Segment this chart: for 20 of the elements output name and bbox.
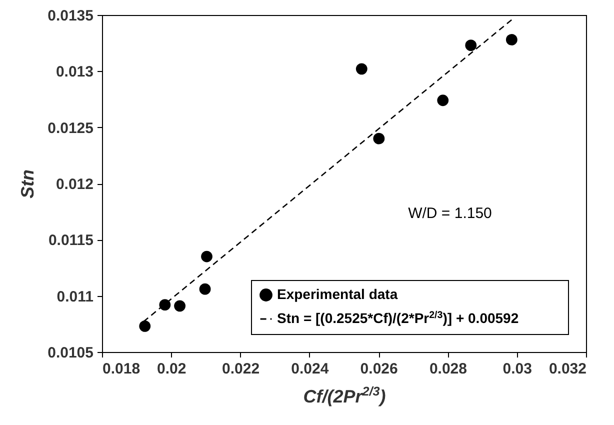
y-tick-label: 0.0105 <box>48 344 94 362</box>
x-tick-label: 0.03 <box>502 360 532 378</box>
y-axis-title: Stn <box>18 170 38 198</box>
x-tick-label: 0.026 <box>360 360 398 378</box>
x-tick-label: 0.024 <box>291 360 330 378</box>
legend-label: Experimental data <box>277 286 398 302</box>
x-tick-label: 0.022 <box>222 360 260 378</box>
x-tick-label: 0.028 <box>429 360 467 378</box>
x-tick-label: 0.032 <box>548 360 586 378</box>
x-tick-label: 0.02 <box>157 360 186 378</box>
y-tick-label: 0.0125 <box>48 120 94 137</box>
y-tick-label: 0.0115 <box>48 232 94 250</box>
legend-label: Stn = [(0.2525*Cf)/(2*Pr$^{2/3}$)] + 0.00592 <box>277 310 519 326</box>
y-tick-label: 0.012 <box>56 176 94 193</box>
y-tick-label: 0.013 <box>56 64 94 81</box>
y-tick-label: 0.0135 <box>48 8 94 24</box>
y-tick-label: 0.011 <box>56 288 94 306</box>
x-tick-label: 0.018 <box>102 360 140 378</box>
annotation: W/D = 1.150 <box>408 205 492 222</box>
x-axis-title: Cf/(2Pr$^{2/3}$) <box>303 384 386 406</box>
